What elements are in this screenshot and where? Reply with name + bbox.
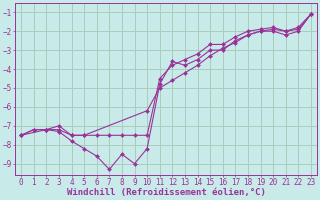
X-axis label: Windchill (Refroidissement éolien,°C): Windchill (Refroidissement éolien,°C) bbox=[67, 188, 266, 197]
